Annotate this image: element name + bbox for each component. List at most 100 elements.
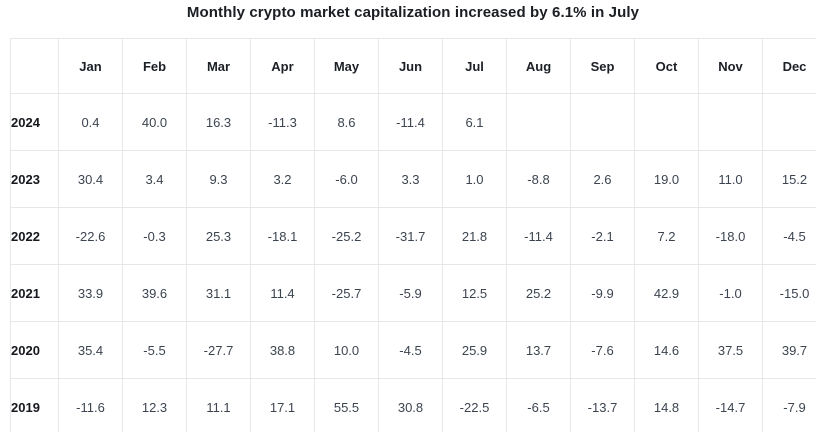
row-header-year: 2021 — [10, 264, 59, 322]
value-cell: 15.2 — [762, 150, 816, 208]
corner-cell — [10, 38, 59, 94]
value-cell — [634, 93, 699, 151]
value-cell: 11.4 — [250, 264, 315, 322]
column-header-mar: Mar — [186, 38, 251, 94]
value-cell: 3.2 — [250, 150, 315, 208]
value-cell — [570, 93, 635, 151]
value-cell: 40.0 — [122, 93, 187, 151]
value-cell: -14.7 — [698, 378, 763, 432]
value-cell: 17.1 — [250, 378, 315, 432]
chart-title: Monthly crypto market capitalization inc… — [186, 4, 640, 21]
value-cell: 33.9 — [58, 264, 123, 322]
column-header-nov: Nov — [698, 38, 763, 94]
value-cell: -25.2 — [314, 207, 379, 265]
column-header-feb: Feb — [122, 38, 187, 94]
column-header-apr: Apr — [250, 38, 315, 94]
crypto-monthly-table: Jan Feb Mar Apr May Jun Jul Aug Sep Oct Nov Dec 202… — [10, 38, 816, 432]
value-cell: 12.3 — [122, 378, 187, 432]
table-row-2023: 2023 30.4 3.4 9.3 3.2 -6.0 3.3 1.0 -8.8 2.6 19.0 11… — [10, 150, 816, 208]
value-cell: 55.5 — [314, 378, 379, 432]
value-cell: 16.3 — [186, 93, 251, 151]
value-cell: -7.6 — [570, 321, 635, 379]
value-cell: 2.6 — [570, 150, 635, 208]
column-header-aug: Aug — [506, 38, 571, 94]
value-cell: 37.5 — [698, 321, 763, 379]
column-header-jan: Jan — [58, 38, 123, 94]
value-cell: 39.7 — [762, 321, 816, 379]
table-row-2019: 2019 -11.6 12.3 11.1 17.1 55.5 30.8 -22.5 -6.5 -1… — [10, 378, 816, 432]
value-cell: -11.6 — [58, 378, 123, 432]
value-cell: -6.0 — [314, 150, 379, 208]
value-cell: -6.5 — [506, 378, 571, 432]
value-cell: -4.5 — [762, 207, 816, 265]
value-cell: -0.3 — [122, 207, 187, 265]
row-header-year: 2020 — [10, 321, 59, 379]
column-header-may: May — [314, 38, 379, 94]
value-cell: 10.0 — [314, 321, 379, 379]
value-cell: -11.3 — [250, 93, 315, 151]
value-cell: -4.5 — [378, 321, 443, 379]
value-cell: -2.1 — [570, 207, 635, 265]
column-header-oct: Oct — [634, 38, 699, 94]
column-header-jun: Jun — [378, 38, 443, 94]
value-cell: -18.0 — [698, 207, 763, 265]
value-cell: 0.4 — [58, 93, 123, 151]
value-cell: -1.0 — [698, 264, 763, 322]
value-cell: -7.9 — [762, 378, 816, 432]
table-row-2022: 2022 -22.6 -0.3 25.3 -18.1 -25.2 -31.7 21.8 -11.… — [10, 207, 816, 265]
value-cell: -31.7 — [378, 207, 443, 265]
row-header-year: 2022 — [10, 207, 59, 265]
value-cell: 3.4 — [122, 150, 187, 208]
table-row-2020: 2020 35.4 -5.5 -27.7 38.8 10.0 -4.5 25.9 13.7 -7.… — [10, 321, 816, 379]
row-header-year: 2023 — [10, 150, 59, 208]
value-cell: 25.9 — [442, 321, 507, 379]
value-cell — [762, 93, 816, 151]
value-cell: 6.1 — [442, 93, 507, 151]
value-cell: 21.8 — [442, 207, 507, 265]
value-cell: -22.6 — [58, 207, 123, 265]
value-cell: 11.1 — [186, 378, 251, 432]
value-cell: 38.8 — [250, 321, 315, 379]
value-cell: 30.4 — [58, 150, 123, 208]
value-cell: 7.2 — [634, 207, 699, 265]
column-header-jul: Jul — [442, 38, 507, 94]
value-cell: 14.6 — [634, 321, 699, 379]
value-cell: -11.4 — [378, 93, 443, 151]
row-header-year: 2024 — [10, 93, 59, 151]
value-cell: -5.5 — [122, 321, 187, 379]
value-cell: 9.3 — [186, 150, 251, 208]
value-cell: 19.0 — [634, 150, 699, 208]
value-cell: -15.0 — [762, 264, 816, 322]
value-cell: 1.0 — [442, 150, 507, 208]
value-cell: 8.6 — [314, 93, 379, 151]
value-cell: 13.7 — [506, 321, 571, 379]
table-body: 2024 0.4 40.0 16.3 -11.3 8.6 -11.4 6.1 2023 30.4 3… — [10, 93, 816, 432]
table-row-2024: 2024 0.4 40.0 16.3 -11.3 8.6 -11.4 6.1 — [10, 93, 816, 151]
table-row-2021: 2021 33.9 39.6 31.1 11.4 -25.7 -5.9 12.5 25.2 -9.… — [10, 264, 816, 322]
value-cell: 14.8 — [634, 378, 699, 432]
column-header-sep: Sep — [570, 38, 635, 94]
value-cell — [698, 93, 763, 151]
value-cell: 3.3 — [378, 150, 443, 208]
value-cell: 42.9 — [634, 264, 699, 322]
value-cell: -8.8 — [506, 150, 571, 208]
value-cell: -11.4 — [506, 207, 571, 265]
value-cell: 31.1 — [186, 264, 251, 322]
value-cell: 11.0 — [698, 150, 763, 208]
table-header-row: Jan Feb Mar Apr May Jun Jul Aug Sep Oct Nov Dec — [10, 38, 816, 94]
value-cell: 39.6 — [122, 264, 187, 322]
value-cell: -25.7 — [314, 264, 379, 322]
value-cell: -5.9 — [378, 264, 443, 322]
value-cell: 30.8 — [378, 378, 443, 432]
value-cell: 25.2 — [506, 264, 571, 322]
column-header-dec: Dec — [762, 38, 816, 94]
value-cell: -13.7 — [570, 378, 635, 432]
value-cell: -27.7 — [186, 321, 251, 379]
value-cell — [506, 93, 571, 151]
value-cell: -18.1 — [250, 207, 315, 265]
row-header-year: 2019 — [10, 378, 59, 432]
value-cell: -9.9 — [570, 264, 635, 322]
value-cell: 12.5 — [442, 264, 507, 322]
value-cell: 25.3 — [186, 207, 251, 265]
